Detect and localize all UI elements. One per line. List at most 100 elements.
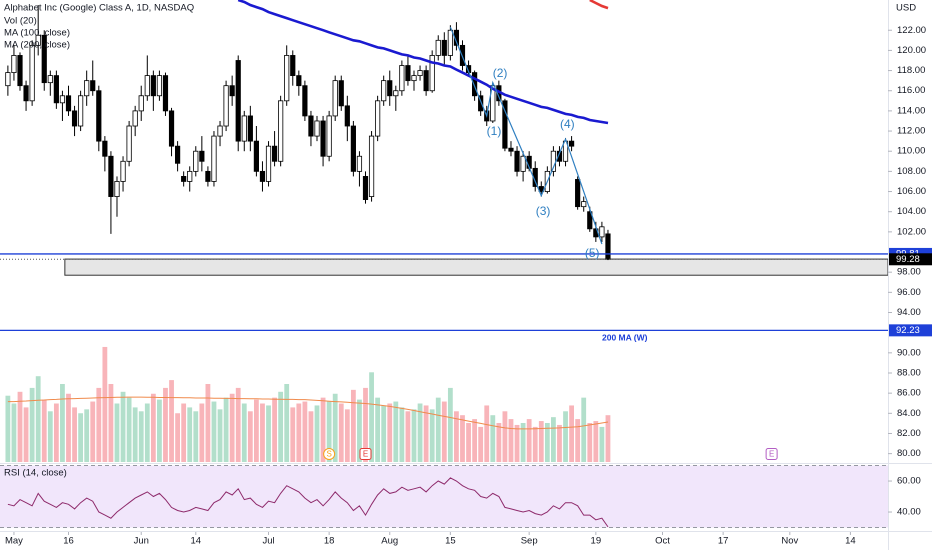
candle-body — [362, 176, 369, 201]
chart-title: Alphabet Inc (Google) Class A, 1D, NASDA… — [4, 3, 194, 14]
candle-body — [562, 140, 569, 162]
candle-body — [5, 72, 11, 87]
candle-body — [108, 155, 114, 197]
volume-bar — [472, 419, 478, 462]
volume-bar — [175, 413, 180, 462]
volume-bar — [163, 387, 168, 462]
wave-label: (5) — [585, 246, 600, 260]
candle-body — [59, 95, 66, 104]
volume-bar — [460, 415, 465, 462]
candle-body — [393, 90, 399, 97]
y-tick-label: 80.00 — [897, 448, 921, 459]
pane — [5, 0, 888, 276]
candle-body — [441, 39, 447, 56]
x-tick-label: Jul — [262, 536, 274, 547]
volume-bar — [387, 403, 393, 462]
volume-bar — [308, 411, 314, 462]
candle-body — [96, 90, 102, 142]
x-tick-label: 14 — [190, 536, 201, 547]
candle-body — [120, 160, 126, 182]
candle-body — [229, 85, 235, 97]
ma-label: MA (100, close) — [4, 28, 70, 39]
volume-bar — [417, 403, 423, 462]
y-tick-label: 88.00 — [897, 368, 921, 379]
volume-bar — [314, 405, 320, 462]
candle-body — [217, 125, 223, 137]
volume-bar — [520, 423, 526, 462]
volume-bar — [405, 411, 411, 462]
volume-bar — [23, 407, 29, 462]
candle-body — [405, 65, 411, 82]
candle-body — [308, 115, 314, 137]
volume-bar — [84, 409, 90, 462]
volume-bar — [17, 391, 23, 462]
candle-body — [150, 75, 156, 97]
volume-bar — [235, 387, 241, 462]
candle-body — [181, 176, 187, 182]
y-tick-label: 110.00 — [897, 146, 925, 157]
price-line-label: 200 MA (W) — [602, 333, 648, 343]
candle-body — [332, 80, 338, 117]
candle-body — [102, 140, 108, 157]
candle-body — [47, 75, 53, 84]
x-tick-label: 16 — [63, 536, 74, 547]
wave-label: (3) — [536, 204, 551, 218]
candle-body — [429, 55, 435, 92]
volume-bar — [447, 387, 453, 462]
volume-bar — [150, 393, 156, 462]
volume-bar — [581, 397, 587, 462]
candle-body — [241, 115, 247, 142]
wave-label: (2) — [493, 66, 508, 80]
candle-body — [174, 145, 181, 164]
volume-bar — [211, 401, 217, 462]
wave-label: (1) — [487, 124, 502, 138]
volume-bar — [599, 426, 605, 462]
candle-body — [423, 70, 429, 92]
event-marker — [765, 448, 778, 460]
candle-body — [259, 170, 266, 182]
moving-average — [589, 0, 609, 10]
candle-body — [587, 211, 593, 230]
candle-body — [271, 145, 278, 162]
price-tag — [889, 324, 932, 337]
ma-label: MA (200, close) — [4, 40, 70, 51]
candle-body — [199, 150, 205, 162]
volume-bar — [429, 409, 435, 462]
y-tick-label: 94.00 — [897, 307, 921, 318]
volume-bar — [569, 405, 574, 462]
candle-body — [387, 80, 393, 97]
wave-line — [449, 26, 603, 245]
candle-body — [581, 201, 587, 208]
candle-body — [156, 75, 163, 97]
candle-body — [265, 145, 272, 182]
event-marker — [359, 448, 372, 460]
candle-body — [326, 115, 332, 157]
volume-bar — [193, 411, 199, 462]
y-tick-label: 116.00 — [897, 85, 925, 96]
candle-body — [514, 150, 520, 172]
y-tick-label: 108.00 — [897, 166, 926, 177]
volume-bar — [544, 423, 550, 462]
volume-bar — [205, 384, 211, 462]
y-tick-label: 104.00 — [897, 206, 926, 217]
volume-bar — [326, 401, 332, 462]
volume-bar — [338, 403, 344, 462]
volume-bar — [60, 384, 65, 462]
volume-bar — [138, 411, 144, 462]
candle-body — [84, 80, 90, 97]
volume-bar — [332, 393, 338, 462]
pane — [5, 346, 611, 462]
candle-body — [17, 55, 23, 87]
candle-body — [168, 110, 175, 147]
volume-bar — [399, 407, 405, 462]
candle-body — [144, 75, 150, 97]
rsi-line — [7, 477, 609, 528]
volume-bar — [490, 415, 496, 462]
volume-bar — [296, 403, 302, 462]
y-tick-label: 120.00 — [897, 45, 926, 56]
volume-bar — [357, 399, 362, 462]
y-tick-label: 90.00 — [897, 347, 921, 358]
volume-bar — [144, 403, 150, 462]
